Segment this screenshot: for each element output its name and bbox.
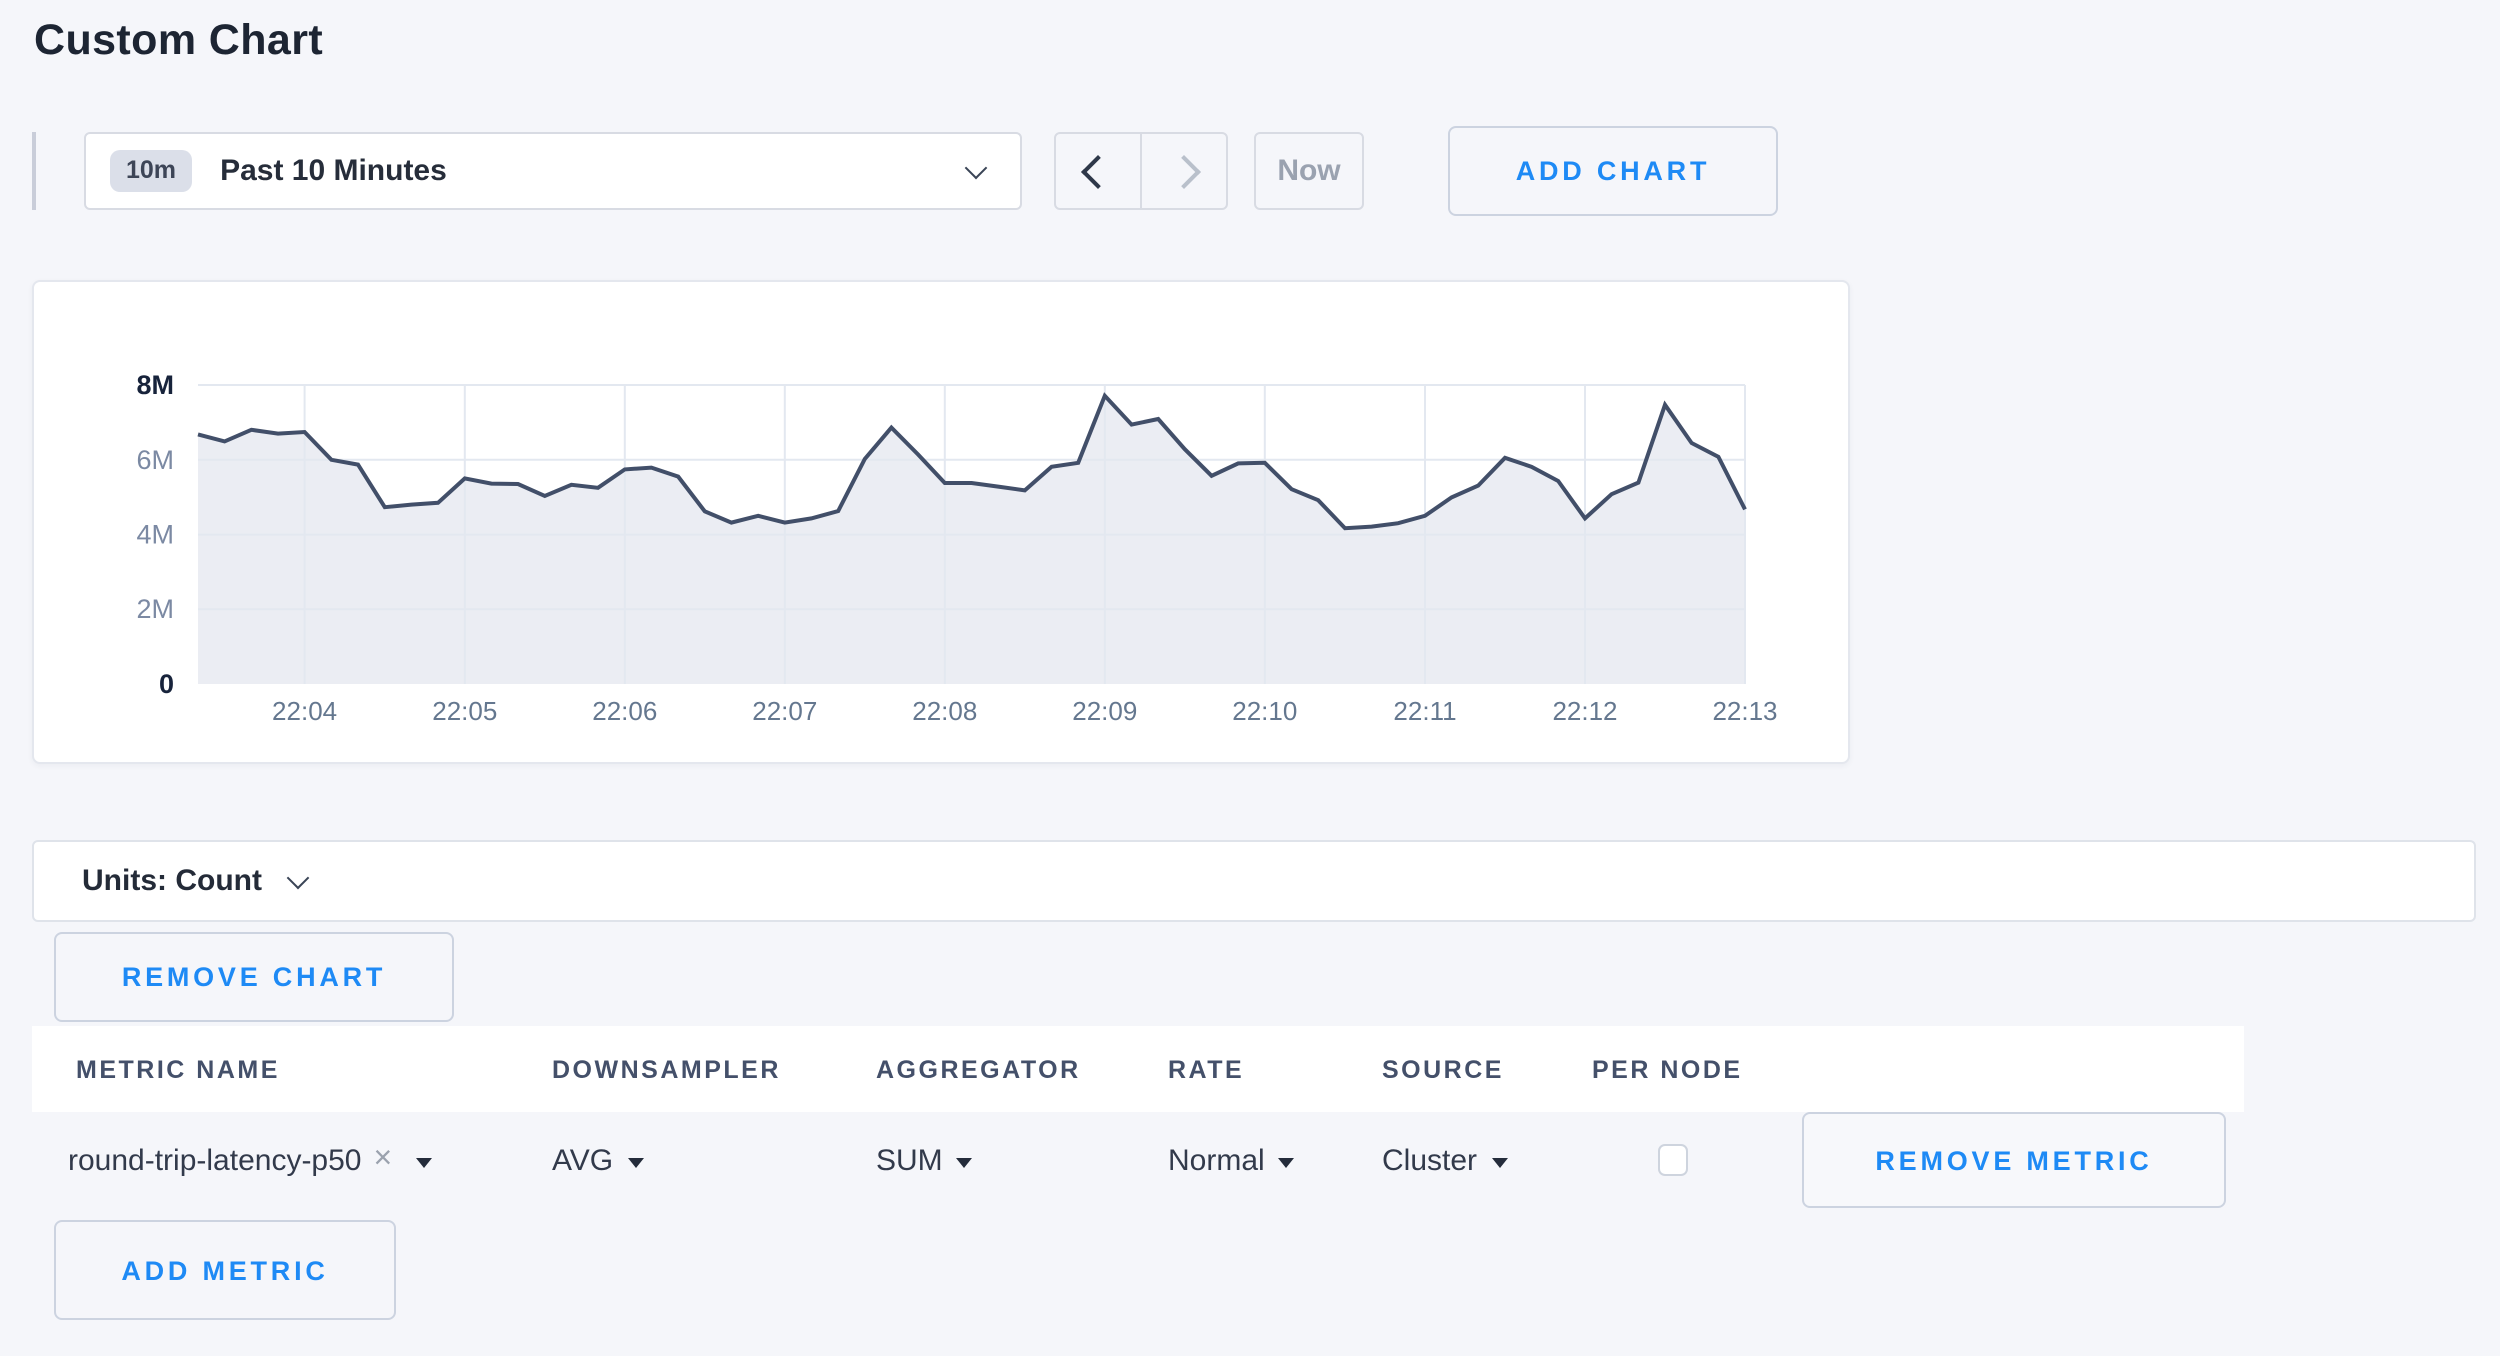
chevron-right-icon [1167,154,1201,188]
y-axis-tick-label: 4M [136,520,174,550]
time-window-badge: 10m [110,150,193,192]
rate-select[interactable]: Normal [1168,1143,1382,1177]
per-node-cell [1592,1144,2288,1176]
add-metric-button[interactable]: ADD METRIC [54,1220,396,1320]
x-axis-tick-label: 22:07 [752,696,817,726]
toolbar-divider [32,132,36,210]
chart-card: 0 2M 4M 6M 8M 22:04 22:05 22:06 22:07 22:08 22:09 2… [32,280,1850,764]
col-downsampler: DOWNSAMPLER [552,1055,781,1083]
x-axis-tick-label: 22:04 [272,696,337,726]
metric-name-select[interactable]: round-trip-latency-p50 × [68,1142,552,1178]
x-axis-tick-label: 22:13 [1712,696,1777,726]
x-axis-tick-label: 22:10 [1232,696,1297,726]
page-title: Custom Chart [34,16,324,64]
time-window-label: Past 10 Minutes [220,154,447,188]
timeseries-chart[interactable]: 0 2M 4M 6M 8M 22:04 22:05 22:06 22:07 22:08 22:09 2… [34,282,1848,762]
col-per-node: PER NODE [1592,1055,1743,1083]
remove-metric-button[interactable]: REMOVE METRIC [1802,1112,2226,1208]
time-prev-button[interactable] [1054,132,1142,210]
source-value: Cluster [1382,1143,1478,1177]
caret-down-icon [627,1157,644,1167]
x-axis-tick-label: 22:12 [1552,696,1617,726]
metric-name-value: round-trip-latency-p50 [68,1143,362,1177]
col-rate: RATE [1168,1055,1245,1083]
x-axis-tick-label: 22:09 [1072,696,1137,726]
y-axis-tick-label: 8M [136,370,174,400]
caret-down-icon [1491,1157,1508,1167]
metric-row: round-trip-latency-p50 × AVG SUM Normal … [32,1112,2244,1208]
x-axis-tick-label: 22:08 [912,696,977,726]
rate-value: Normal [1168,1143,1265,1177]
source-select[interactable]: Cluster [1382,1143,1592,1177]
y-axis-tick-label: 2M [136,594,174,624]
aggregator-value: SUM [876,1143,943,1177]
caret-down-icon [1278,1157,1295,1167]
time-next-button-disabled[interactable] [1140,132,1228,210]
downsampler-value: AVG [552,1143,614,1177]
chevron-left-icon [1081,154,1115,188]
units-label: Units: Count [82,864,262,898]
close-icon[interactable]: × [373,1142,393,1176]
metrics-table-header: METRIC NAME DOWNSAMPLER AGGREGATOR RATE … [32,1026,2244,1112]
y-axis-tick-label: 0 [159,669,174,699]
downsampler-select[interactable]: AVG [552,1143,876,1177]
x-axis-tick-label: 22:05 [432,696,497,726]
col-aggregator: AGGREGATOR [876,1055,1081,1083]
remove-chart-button[interactable]: REMOVE CHART [54,932,454,1022]
chevron-down-icon [964,156,988,180]
caret-down-icon [416,1157,433,1167]
x-axis-tick-label: 22:11 [1393,696,1456,726]
time-window-dropdown[interactable]: 10m Past 10 Minutes [84,132,1022,210]
x-axis-tick-label: 22:06 [592,696,657,726]
aggregator-select[interactable]: SUM [876,1143,1168,1177]
chevron-down-icon [286,866,310,890]
add-chart-button[interactable]: ADD CHART [1448,126,1778,216]
caret-down-icon [956,1157,973,1167]
col-metric-name: METRIC NAME [76,1055,280,1083]
col-source: SOURCE [1382,1055,1504,1083]
units-dropdown[interactable]: Units: Count [32,840,2476,922]
per-node-checkbox[interactable] [1658,1144,1688,1176]
chart-area-fill [198,395,1745,684]
y-axis-tick-label: 6M [136,445,174,475]
now-button[interactable]: Now [1254,132,1364,210]
chart-line [197,392,1747,531]
